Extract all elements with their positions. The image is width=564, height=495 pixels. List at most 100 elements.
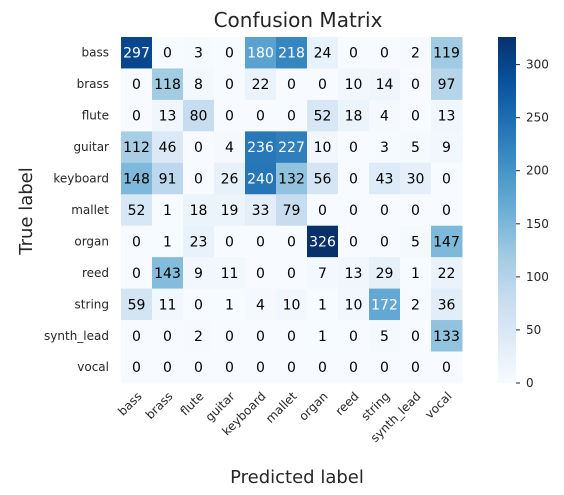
cell-value-label: 0 bbox=[411, 329, 420, 345]
cell-value-label: 0 bbox=[318, 77, 327, 93]
cell-value-label: 4 bbox=[380, 109, 389, 125]
cell-value-label: 3 bbox=[194, 46, 203, 62]
cell-value-label: 0 bbox=[225, 77, 234, 93]
heatmap-cell bbox=[183, 194, 215, 227]
cell-value-label: 119 bbox=[433, 46, 460, 62]
cell-value-label: 0 bbox=[194, 360, 203, 376]
heatmap-cell bbox=[214, 68, 246, 101]
heatmap-cell bbox=[338, 225, 370, 258]
cell-value-label: 0 bbox=[318, 360, 327, 376]
cell-value-label: 14 bbox=[376, 77, 394, 93]
heatmap-cell bbox=[276, 225, 308, 258]
heatmap-cell bbox=[276, 257, 308, 290]
cell-value-label: 24 bbox=[314, 46, 332, 62]
heatmap-cell bbox=[152, 288, 184, 321]
heatmap-cell bbox=[400, 37, 432, 69]
heatmap-cell bbox=[338, 68, 370, 101]
cell-value-label: 13 bbox=[159, 109, 177, 125]
heatmap-cell bbox=[431, 162, 463, 195]
cell-value-label: 22 bbox=[252, 77, 270, 93]
heatmap-cell bbox=[338, 131, 370, 164]
heatmap-cell bbox=[307, 194, 339, 227]
heatmap-cell bbox=[152, 99, 184, 132]
heatmap-cell bbox=[276, 131, 308, 164]
cell-value-label: 0 bbox=[349, 329, 358, 345]
heatmap-cell bbox=[338, 99, 370, 132]
heatmap-cell bbox=[400, 131, 432, 164]
cell-value-label: 180 bbox=[247, 46, 274, 62]
heatmap-cell bbox=[183, 131, 215, 164]
cell-value-label: 4 bbox=[256, 297, 265, 313]
heatmap-cell bbox=[214, 320, 246, 352]
heatmap-cell bbox=[307, 351, 339, 384]
heatmap-cell bbox=[121, 257, 153, 290]
heatmap-cell bbox=[400, 320, 432, 352]
heatmap-cell bbox=[307, 162, 339, 195]
cell-value-label: 2 bbox=[411, 46, 420, 62]
cell-value-label: 0 bbox=[194, 297, 203, 313]
heatmap-cell bbox=[400, 225, 432, 258]
heatmap-cell bbox=[214, 162, 246, 195]
cell-value-label: 218 bbox=[278, 46, 305, 62]
heatmap-cell bbox=[152, 194, 184, 227]
cell-value-label: 0 bbox=[225, 360, 234, 376]
x-tick-label: reed bbox=[333, 389, 362, 418]
cell-value-label: 43 bbox=[376, 172, 394, 188]
cell-value-label: 36 bbox=[438, 297, 456, 313]
cell-value-label: 0 bbox=[287, 329, 296, 345]
colorbar-ticks: 0 50 100 150 200 250 300 bbox=[516, 58, 549, 390]
cell-value-label: 0 bbox=[349, 234, 358, 250]
cell-value-label: 10 bbox=[314, 140, 332, 156]
heatmap-cell bbox=[276, 37, 308, 69]
y-tick-label: reed bbox=[82, 266, 109, 280]
heatmap-cell bbox=[369, 99, 401, 132]
heatmap-cell bbox=[369, 194, 401, 227]
heatmap-cell bbox=[152, 162, 184, 195]
cell-value-label: 0 bbox=[380, 360, 389, 376]
heatmap-cell bbox=[307, 131, 339, 164]
cell-value-label: 0 bbox=[163, 360, 172, 376]
heatmap-cell bbox=[431, 288, 463, 321]
cell-value-label: 91 bbox=[159, 172, 177, 188]
cell-value-label: 0 bbox=[287, 109, 296, 125]
heatmap-cell bbox=[183, 37, 215, 69]
heatmap-cell bbox=[121, 68, 153, 101]
x-tick-label: organ bbox=[296, 389, 330, 423]
heatmap-cell bbox=[121, 37, 153, 69]
heatmap-cell bbox=[121, 288, 153, 321]
x-tick-label: brass bbox=[143, 389, 176, 422]
heatmap-cell bbox=[121, 162, 153, 195]
heatmap-cell bbox=[431, 351, 463, 384]
cell-value-label: 236 bbox=[247, 140, 274, 156]
cell-value-label: 5 bbox=[411, 140, 420, 156]
cell-value-label: 52 bbox=[314, 109, 332, 125]
heatmap-cell bbox=[214, 99, 246, 132]
cell-value-label: 3 bbox=[380, 140, 389, 156]
heatmap-cell bbox=[338, 37, 370, 69]
cell-value-label: 11 bbox=[221, 266, 239, 282]
cell-value-label: 0 bbox=[380, 234, 389, 250]
heatmap-cell bbox=[183, 320, 215, 352]
cell-value-label: 0 bbox=[163, 329, 172, 345]
y-tick-label: synth_lead bbox=[44, 329, 109, 343]
heatmap-cell bbox=[369, 225, 401, 258]
cell-value-label: 5 bbox=[411, 234, 420, 250]
cell-value-label: 0 bbox=[287, 360, 296, 376]
heatmap-cell bbox=[183, 99, 215, 132]
cell-value-label: 0 bbox=[380, 203, 389, 219]
cell-value-label: 0 bbox=[225, 109, 234, 125]
cell-value-label: 0 bbox=[442, 172, 451, 188]
y-tick-label: organ bbox=[74, 234, 109, 248]
colorbar-tick-label: 0 bbox=[526, 376, 534, 390]
cell-value-label: 0 bbox=[256, 266, 265, 282]
heatmap-cell bbox=[307, 225, 339, 258]
colorbar-tick-label: 250 bbox=[526, 111, 549, 125]
heatmap-cell bbox=[369, 320, 401, 352]
cell-value-label: 4 bbox=[225, 140, 234, 156]
heatmap-cell bbox=[307, 99, 339, 132]
heatmap-cell bbox=[121, 99, 153, 132]
heatmap-cell bbox=[338, 351, 370, 384]
x-axis-label: Predicted label bbox=[230, 467, 364, 488]
heatmap-cell bbox=[431, 320, 463, 352]
